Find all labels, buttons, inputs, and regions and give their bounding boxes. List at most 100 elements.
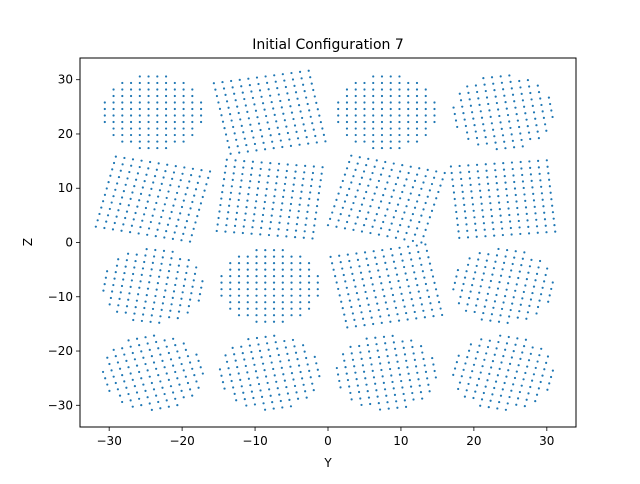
data-point	[220, 288, 223, 291]
data-point	[108, 303, 111, 306]
data-point	[115, 264, 119, 267]
data-point	[511, 93, 515, 96]
data-point	[312, 165, 315, 168]
data-point	[278, 221, 281, 224]
data-point	[224, 93, 227, 97]
data-point	[517, 276, 520, 280]
data-point	[522, 186, 525, 190]
data-point	[492, 82, 495, 85]
data-point	[311, 237, 314, 240]
data-point	[482, 311, 485, 315]
data-point	[182, 101, 185, 104]
data-point	[280, 208, 283, 211]
data-point	[516, 206, 519, 210]
data-point	[192, 227, 195, 230]
data-point	[196, 214, 199, 218]
data-point	[518, 226, 521, 229]
data-point	[229, 191, 233, 194]
data-point	[309, 191, 312, 194]
data-point	[419, 344, 423, 348]
data-point	[488, 339, 491, 342]
data-point	[529, 173, 533, 176]
data-point	[188, 240, 192, 243]
data-point	[249, 173, 253, 176]
data-point	[418, 384, 421, 387]
data-point	[308, 369, 311, 372]
data-point	[304, 129, 307, 132]
data-point	[217, 216, 220, 220]
data-point	[355, 252, 358, 255]
data-point	[316, 275, 319, 278]
data-point	[478, 252, 481, 255]
data-point	[303, 90, 306, 93]
y-tick-label: 20	[58, 127, 73, 141]
data-point	[367, 350, 371, 353]
data-point	[174, 397, 177, 400]
data-point	[525, 212, 528, 215]
data-point	[129, 94, 133, 98]
data-point	[522, 378, 525, 381]
data-point	[185, 271, 188, 275]
data-point	[249, 123, 252, 126]
data-point	[138, 165, 141, 169]
data-point	[528, 85, 531, 88]
data-point	[375, 343, 378, 346]
data-point	[372, 81, 375, 85]
data-point	[372, 75, 375, 78]
data-point	[374, 256, 377, 259]
data-point	[373, 289, 376, 292]
data-point	[182, 342, 185, 345]
data-point	[382, 167, 385, 170]
data-point	[502, 168, 506, 171]
data-point	[264, 288, 267, 291]
data-point	[109, 296, 112, 300]
data-point	[478, 344, 481, 347]
data-point	[172, 337, 175, 340]
data-point	[151, 307, 155, 311]
data-point	[390, 287, 393, 290]
data-point	[261, 102, 265, 105]
data-point	[119, 291, 122, 294]
data-point	[193, 194, 196, 197]
data-point	[358, 265, 361, 268]
data-point	[407, 372, 410, 375]
data-point	[308, 197, 311, 201]
data-point	[275, 380, 278, 383]
data-point	[387, 407, 390, 410]
data-point	[329, 255, 332, 258]
data-point	[536, 84, 539, 87]
data-point	[305, 136, 308, 139]
data-point	[246, 199, 249, 202]
data-point	[359, 351, 362, 354]
data-point	[261, 213, 265, 217]
data-point	[519, 232, 522, 236]
data-point	[129, 81, 133, 85]
data-point	[335, 366, 338, 370]
data-point	[112, 88, 115, 91]
data-point	[290, 196, 293, 199]
data-point	[153, 208, 156, 211]
data-point	[483, 358, 486, 361]
data-point	[244, 364, 247, 368]
data-point	[523, 251, 526, 254]
data-point	[518, 270, 521, 273]
data-point	[429, 302, 432, 305]
data-point	[281, 275, 284, 278]
data-point	[354, 222, 357, 225]
data-point	[391, 380, 394, 384]
data-point	[111, 290, 114, 293]
data-point	[484, 235, 487, 238]
data-point	[142, 313, 145, 316]
data-point	[343, 359, 346, 362]
data-point	[222, 87, 226, 90]
data-point	[499, 394, 503, 397]
data-point	[195, 353, 198, 356]
data-point	[114, 355, 117, 358]
data-point	[140, 273, 143, 276]
data-point	[265, 375, 268, 378]
data-point	[521, 351, 524, 354]
data-point	[472, 117, 475, 120]
data-point	[384, 214, 387, 217]
data-point	[186, 311, 189, 314]
data-point	[519, 132, 522, 135]
